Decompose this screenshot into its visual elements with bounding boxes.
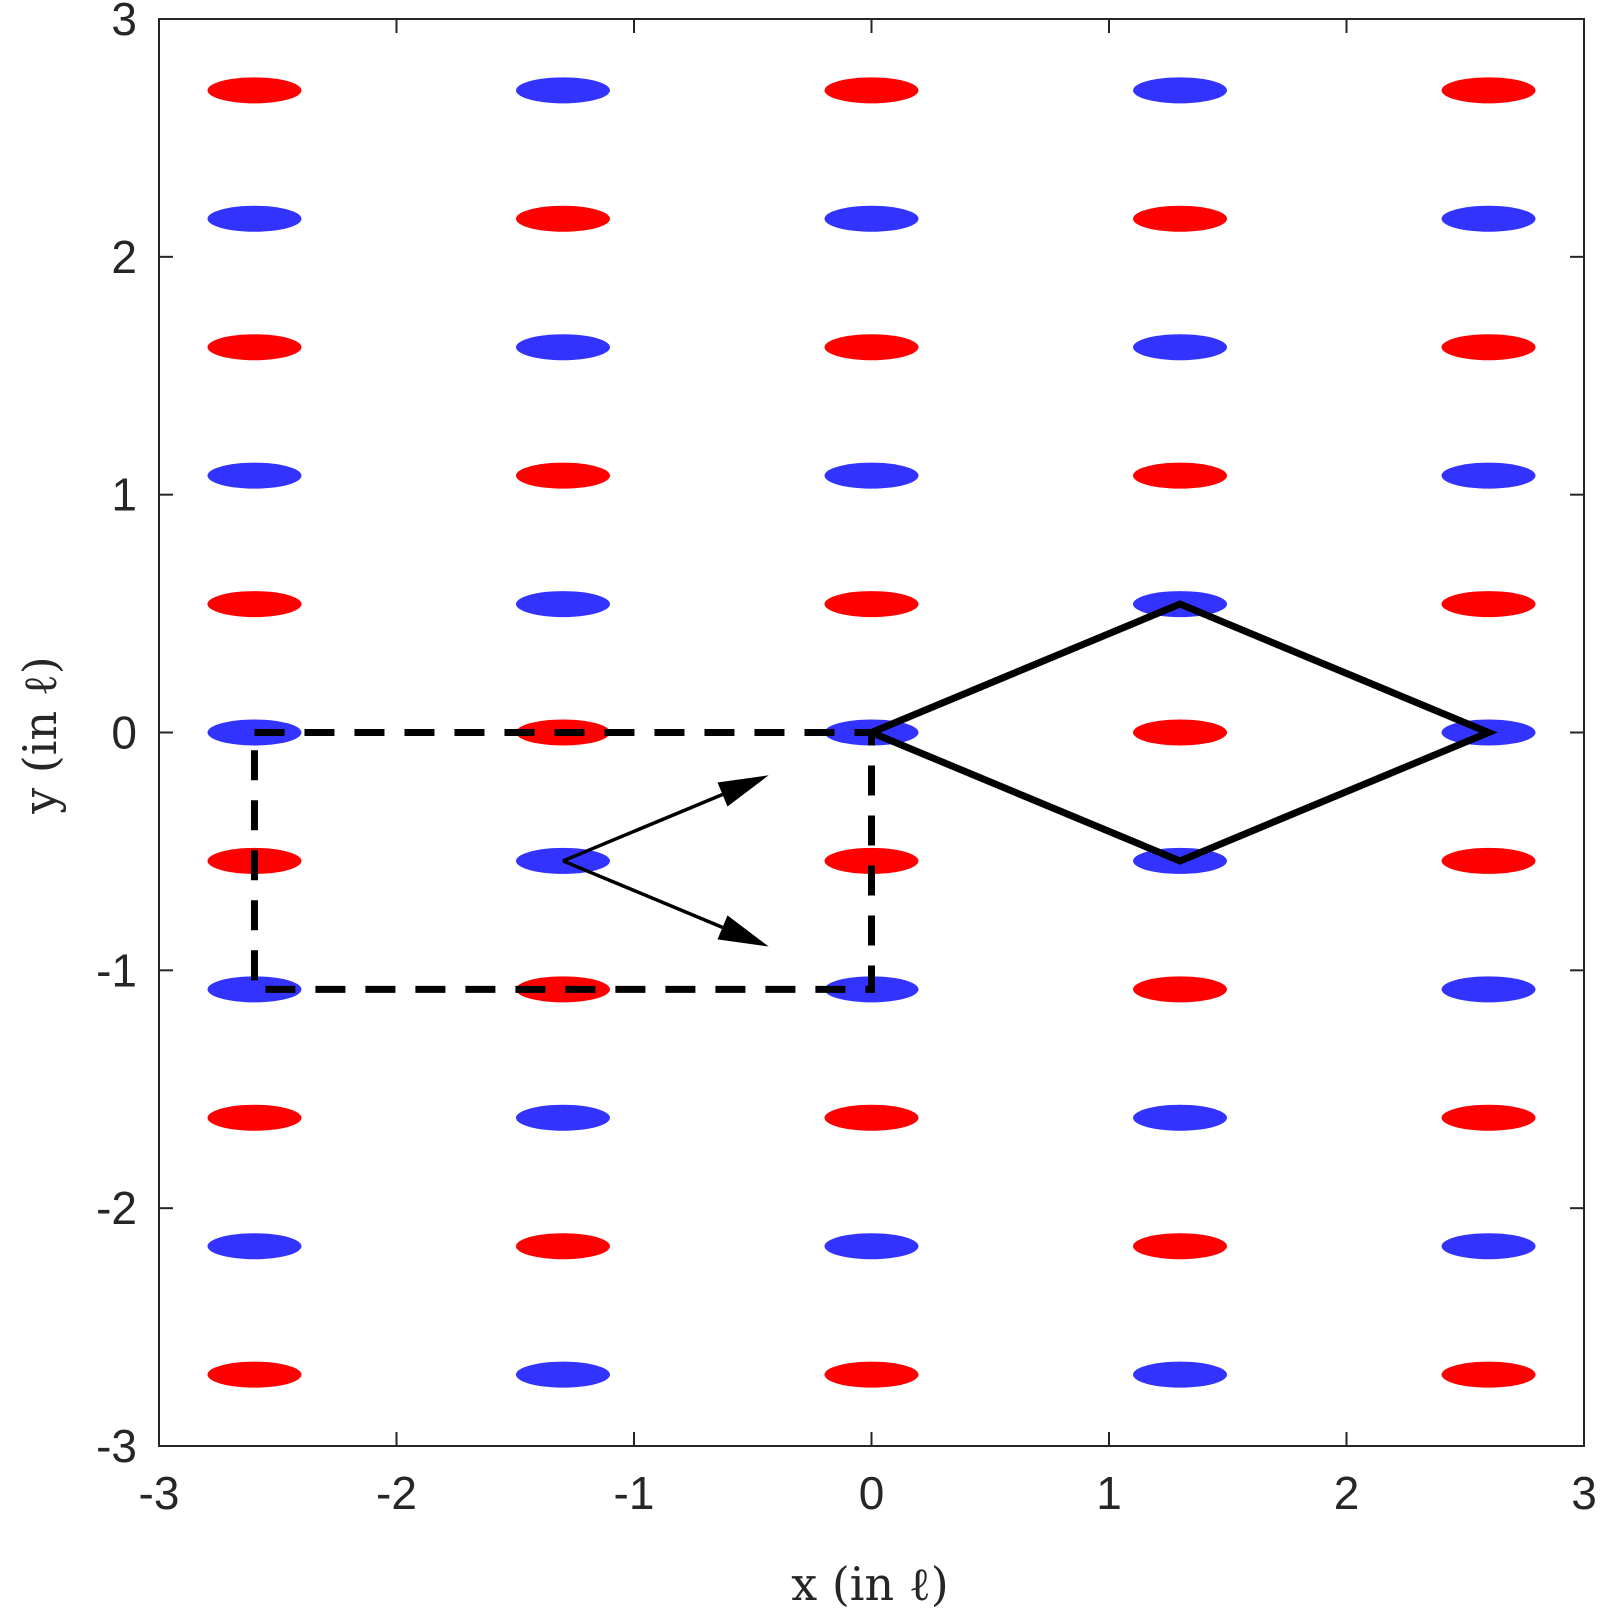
lattice-point-blue [207, 1233, 302, 1260]
x-axis-label: x (in ℓ) [791, 1557, 948, 1609]
lattice-point-blue [1441, 205, 1536, 232]
lattice-point-red [1133, 719, 1228, 746]
lattice-point-red [1441, 847, 1536, 874]
lattice-vector-1-shaft [562, 792, 724, 863]
lattice-point-red [515, 976, 610, 1003]
lattice-point-red [207, 591, 302, 618]
lattice-point-blue [1441, 976, 1536, 1003]
lattice-point-red [207, 1104, 302, 1131]
lattice-point-red [207, 77, 302, 104]
lattice-point-blue [824, 462, 919, 489]
lattice-point-red [824, 591, 919, 618]
lattice-vector-2-head [717, 915, 769, 947]
lattice-point-red [824, 847, 919, 874]
x-tick-label: -1 [614, 1467, 655, 1519]
y-tick-label: -1 [96, 944, 137, 996]
lattice-point-red [515, 462, 610, 489]
lattice-point-blue [1133, 1361, 1228, 1388]
lattice-point-blue [515, 77, 610, 104]
lattice-point-blue [1441, 462, 1536, 489]
lattice-point-red [1441, 77, 1536, 104]
x-tick-label: -3 [139, 1467, 180, 1519]
lattice-point-blue [207, 976, 302, 1003]
lattice-point-red [1441, 1361, 1536, 1388]
y-tick-label: 0 [111, 707, 137, 759]
lattice-point-red [824, 1361, 919, 1388]
lattice-point-blue [515, 1361, 610, 1388]
lattice-point-blue [1133, 77, 1228, 104]
y-tick-label: -2 [96, 1182, 137, 1234]
primitive-cell-rhombus [862, 600, 1498, 865]
lattice-point-red [1133, 205, 1228, 232]
lattice-point-red [207, 1361, 302, 1388]
lattice-vector-1-head [717, 775, 769, 807]
y-tick-label: 1 [111, 469, 137, 521]
lattice-point-blue [515, 591, 610, 618]
lattice-point-red [824, 1104, 919, 1131]
y-tick-label: -3 [96, 1420, 137, 1472]
lattice-point-red [824, 77, 919, 104]
lattice-point-blue [515, 334, 610, 361]
lattice-point-red [1133, 976, 1228, 1003]
x-tick-label: -2 [376, 1467, 417, 1519]
axes: -3 -2 -1 0 1 2 3 -3 -2 -1 0 1 2 3 [96, 0, 1597, 1519]
lattice-point-blue [824, 205, 919, 232]
lattice-point-blue [1133, 334, 1228, 361]
lattice-point-blue [1133, 1104, 1228, 1131]
x-tick-label: 3 [1571, 1467, 1597, 1519]
lattice-point-red [207, 334, 302, 361]
overlay-shapes [250, 600, 1498, 993]
lattice-point-red [1441, 334, 1536, 361]
x-tick-label: 1 [1096, 1467, 1122, 1519]
lattice-point-blue [515, 1104, 610, 1131]
lattice-point-red [1133, 462, 1228, 489]
lattice-point-blue [824, 1233, 919, 1260]
lattice-point-blue [207, 462, 302, 489]
lattice-point-red [1133, 1233, 1228, 1260]
x-tick-label: 2 [1334, 1467, 1360, 1519]
lattice-point-blue [207, 205, 302, 232]
y-tick-label: 3 [111, 0, 137, 45]
x-tick-label: 0 [859, 1467, 885, 1519]
lattice-point-red [515, 205, 610, 232]
lattice-point-red [515, 1233, 610, 1260]
dashed-unit-cell [250, 729, 875, 993]
lattice-point-blue [1441, 1233, 1536, 1260]
lattice-point-red [1441, 1104, 1536, 1131]
lattice-point-red [1441, 591, 1536, 618]
lattice-vector-2-shaft [562, 859, 724, 929]
lattice-point-red [824, 334, 919, 361]
y-tick-label: 2 [111, 231, 137, 283]
lattice-markers [207, 77, 1536, 1388]
y-axis-label: y (in ℓ) [13, 656, 67, 815]
